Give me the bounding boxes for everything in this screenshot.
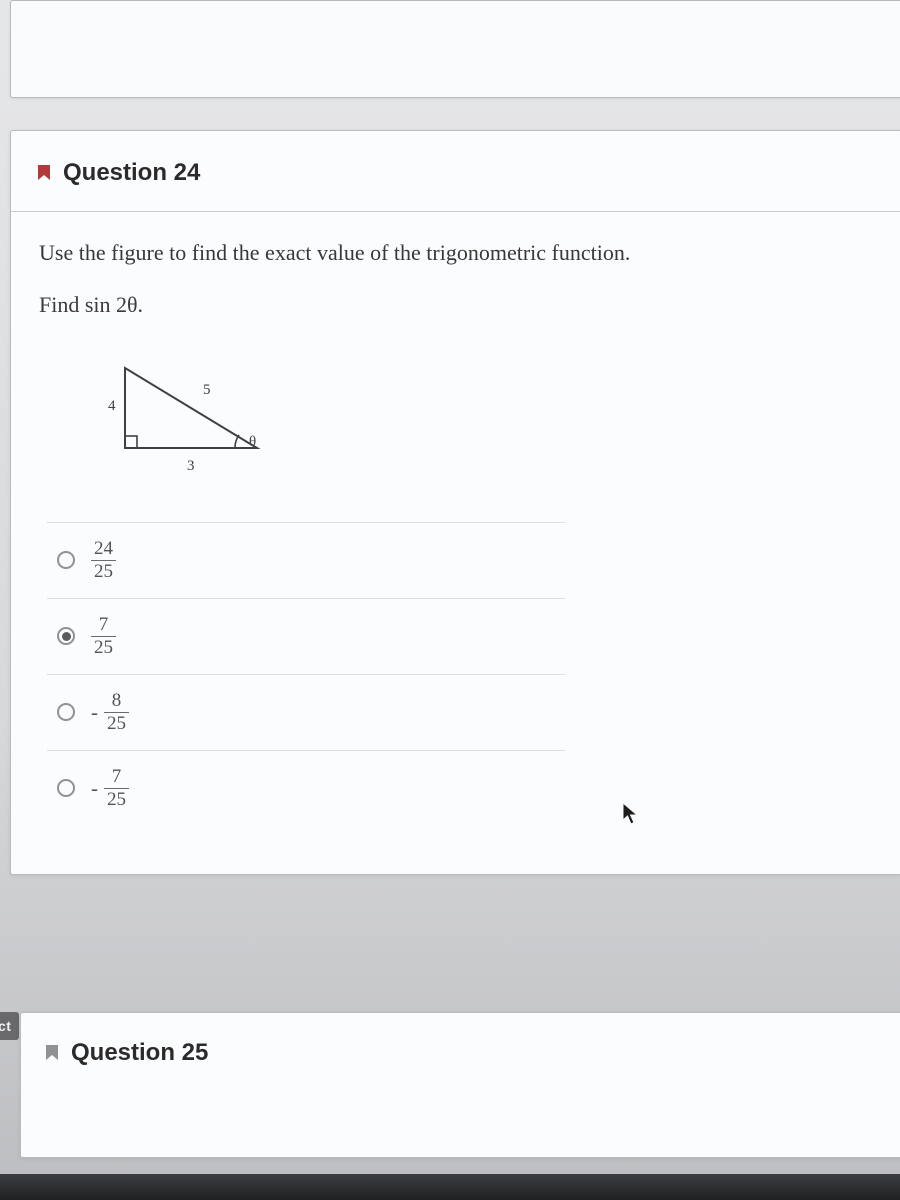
side-hypotenuse-label: 5 [203,382,211,398]
triangle-diagram: 4 5 3 θ [75,346,285,486]
previous-question-card [10,0,900,98]
answer-fraction: - 8 25 [91,691,129,734]
negative-sign: - [91,700,98,725]
question-card: Question 24 Use the figure to find the e… [10,130,900,875]
bookmark-icon [35,164,53,182]
question-body: Use the figure to find the exact value o… [11,212,900,834]
fraction-numerator: 8 [109,691,125,711]
next-question-title: Question 25 [71,1039,208,1067]
radio-icon[interactable] [57,779,75,797]
answer-fraction: 7 25 [91,615,116,658]
fraction-numerator: 7 [96,615,112,635]
radio-icon[interactable] [57,627,75,645]
fraction-numerator: 7 [109,767,125,787]
answer-option[interactable]: 24 25 [47,523,565,599]
answer-option[interactable]: - 8 25 [47,675,565,751]
question-prompt: Use the figure to find the exact value o… [39,240,875,266]
fraction-denominator: 25 [91,562,116,582]
negative-sign: - [91,776,98,801]
answer-option[interactable]: - 7 25 [47,751,565,826]
side-base-label: 3 [187,458,195,474]
taskbar [0,1174,900,1200]
side-vertical-label: 4 [108,398,116,414]
question-header: Question 24 [11,131,900,212]
fraction-denominator: 25 [91,638,116,658]
radio-icon[interactable] [57,551,75,569]
next-question-card[interactable]: Question 25 [20,1012,900,1158]
angle-theta-label: θ [249,434,256,450]
triangle-figure: 4 5 3 θ [39,338,875,504]
question-title: Question 24 [63,159,200,187]
bookmark-icon [43,1044,61,1062]
question-subprompt: Find sin 2θ. [39,292,875,318]
screen: Question 24 Use the figure to find the e… [0,0,900,1200]
side-tag: ct [0,1012,19,1040]
radio-icon[interactable] [57,703,75,721]
fraction-denominator: 25 [104,714,129,734]
fraction-numerator: 24 [91,539,116,559]
answer-fraction: - 7 25 [91,767,129,810]
answer-option[interactable]: 7 25 [47,599,565,675]
answer-fraction: 24 25 [91,539,116,582]
fraction-denominator: 25 [104,790,129,810]
answer-list: 24 25 7 25 [47,522,565,826]
